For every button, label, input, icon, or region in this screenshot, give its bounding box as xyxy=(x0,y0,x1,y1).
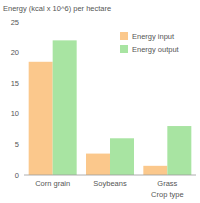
legend-label: Energy output xyxy=(132,45,180,54)
x-tick-label: Corn grain xyxy=(35,179,70,188)
legend-swatch xyxy=(120,32,128,40)
y-tick-label: 25 xyxy=(11,18,19,27)
y-tick-label: 15 xyxy=(11,79,19,88)
bar xyxy=(53,40,77,175)
bar xyxy=(167,126,191,175)
y-tick-label: 0 xyxy=(15,171,19,180)
bar xyxy=(86,154,110,175)
y-tick-label: 5 xyxy=(15,140,19,149)
y-axis-label: Energy (kcal x 10^6) per hectare xyxy=(3,4,111,13)
tick-mark xyxy=(22,144,24,145)
tick-mark xyxy=(22,175,24,176)
tick-mark xyxy=(22,113,24,114)
legend: Energy input Energy output xyxy=(120,32,180,54)
legend-label: Energy input xyxy=(132,32,175,41)
x-axis-label: Crop type xyxy=(151,190,184,199)
tick-mark xyxy=(22,52,24,53)
legend-swatch xyxy=(120,45,128,53)
tick-mark xyxy=(22,22,24,23)
x-axis-line xyxy=(24,175,196,176)
bar xyxy=(143,166,167,175)
x-tick-label: Grass xyxy=(157,179,177,188)
bar xyxy=(29,62,53,175)
x-tick-label: Soybeans xyxy=(93,179,127,188)
y-tick-label: 20 xyxy=(11,48,19,57)
y-tick-label: 10 xyxy=(11,109,19,118)
tick-mark xyxy=(22,83,24,84)
chart: Energy (kcal x 10^6) per hectare 0 5 10 15 20… xyxy=(0,0,200,203)
bar xyxy=(110,138,134,175)
bars xyxy=(29,40,192,175)
